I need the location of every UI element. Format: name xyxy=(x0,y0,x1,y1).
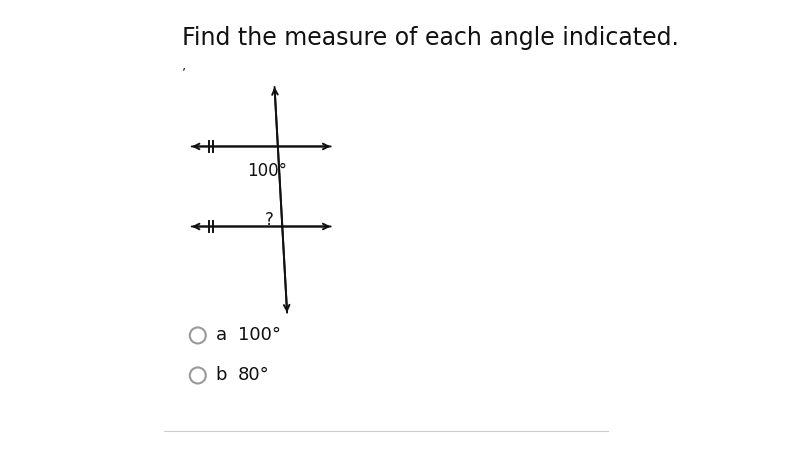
Text: 100°: 100° xyxy=(246,162,286,180)
Text: 80°: 80° xyxy=(238,366,270,385)
Text: ?: ? xyxy=(265,211,274,229)
Text: ’: ’ xyxy=(182,67,186,79)
Text: b: b xyxy=(215,366,227,385)
Text: a: a xyxy=(215,327,226,344)
Text: 100°: 100° xyxy=(238,327,281,344)
Text: Find the measure of each angle indicated.: Find the measure of each angle indicated… xyxy=(182,26,679,50)
